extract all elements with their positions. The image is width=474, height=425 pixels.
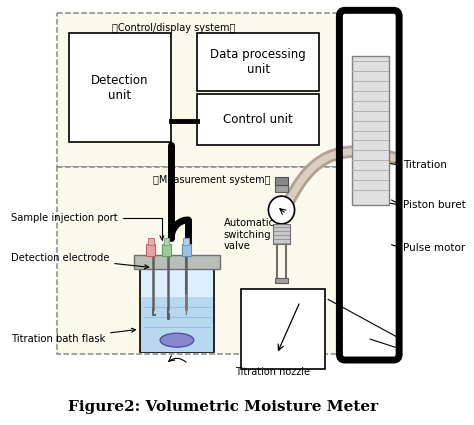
Bar <box>275 278 288 283</box>
Bar <box>134 255 220 269</box>
Bar <box>275 177 288 185</box>
Bar <box>146 244 155 256</box>
Text: Control unit: Control unit <box>223 113 293 126</box>
Ellipse shape <box>160 333 194 347</box>
Text: （Control/display system）: （Control/display system） <box>112 23 236 33</box>
Bar <box>148 238 154 245</box>
Bar <box>162 244 171 256</box>
Circle shape <box>268 196 294 224</box>
Bar <box>57 13 342 167</box>
Text: Titration: Titration <box>403 160 447 170</box>
Text: Titration bath flask: Titration bath flask <box>11 328 136 344</box>
Bar <box>352 56 389 205</box>
Bar <box>69 33 171 142</box>
Bar <box>241 289 325 369</box>
Bar <box>164 238 169 245</box>
Bar <box>198 94 319 145</box>
Text: Titration nozzle: Titration nozzle <box>235 367 310 377</box>
Text: Automatic
switching
valve: Automatic switching valve <box>224 218 275 251</box>
Bar <box>183 238 189 245</box>
Text: Figure2: Volumetric Moisture Meter: Figure2: Volumetric Moisture Meter <box>68 400 378 414</box>
Text: Pulse motor: Pulse motor <box>403 243 465 253</box>
Text: Piston buret: Piston buret <box>403 200 465 210</box>
Bar <box>139 268 214 352</box>
Text: Sample injection port: Sample injection port <box>11 213 164 240</box>
Bar <box>273 224 290 244</box>
Text: Data processing
unit: Data processing unit <box>210 48 306 76</box>
Text: Detection
unit: Detection unit <box>91 74 149 102</box>
Bar <box>140 298 213 352</box>
Text: （Measurement system）: （Measurement system） <box>153 175 270 185</box>
Bar <box>198 33 319 91</box>
Bar <box>57 167 342 354</box>
Bar <box>275 185 288 192</box>
Bar <box>182 244 191 256</box>
Text: Detection electrode: Detection electrode <box>11 253 149 269</box>
